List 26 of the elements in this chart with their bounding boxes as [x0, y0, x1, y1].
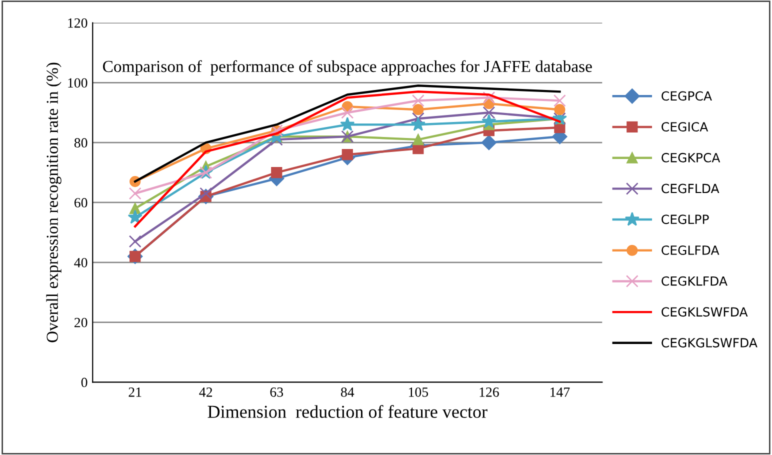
y-tick-label: 100 [68, 78, 88, 88]
x-tick-label: 126 [480, 388, 499, 397]
y-tick-label: 60 [74, 198, 88, 208]
legend-label: CEGFLDA [662, 184, 720, 194]
legend-label: CEGLPP [662, 214, 709, 224]
legend-label: CEGPCA [662, 91, 712, 101]
legend-label: CEGICA [662, 122, 708, 132]
y-tick-label: 120 [68, 18, 88, 28]
x-axis-title: Dimension reduction of feature vector [208, 405, 488, 418]
text: Comparison of performance of subspace approaches for JAFFE database [103, 60, 592, 76]
x-tick-label: 84 [340, 387, 354, 397]
legend-label: CEGKLSWFDA [662, 307, 748, 317]
x-tick-label: 42 [199, 388, 212, 397]
legend-label: CEGKGLSWFDA [662, 338, 758, 348]
legend-label: CEGLFDA [662, 245, 720, 255]
legend-label: CEGKLFDA [662, 276, 728, 286]
x-tick-label: 147 [550, 388, 570, 397]
y-tick-label: 20 [74, 318, 88, 328]
x-tick-label: 21 [128, 388, 142, 397]
y-tick-label: 80 [74, 138, 88, 148]
y-tick-label: 40 [74, 258, 88, 268]
legend-label: CEGKPCA [662, 152, 720, 162]
x-tick-label: 105 [408, 387, 428, 397]
x-tick-label: 63 [270, 388, 284, 397]
y-axis-title: Overall expression recognition rate in (%) [46, 62, 62, 342]
y-tick-label: 0 [81, 378, 88, 388]
